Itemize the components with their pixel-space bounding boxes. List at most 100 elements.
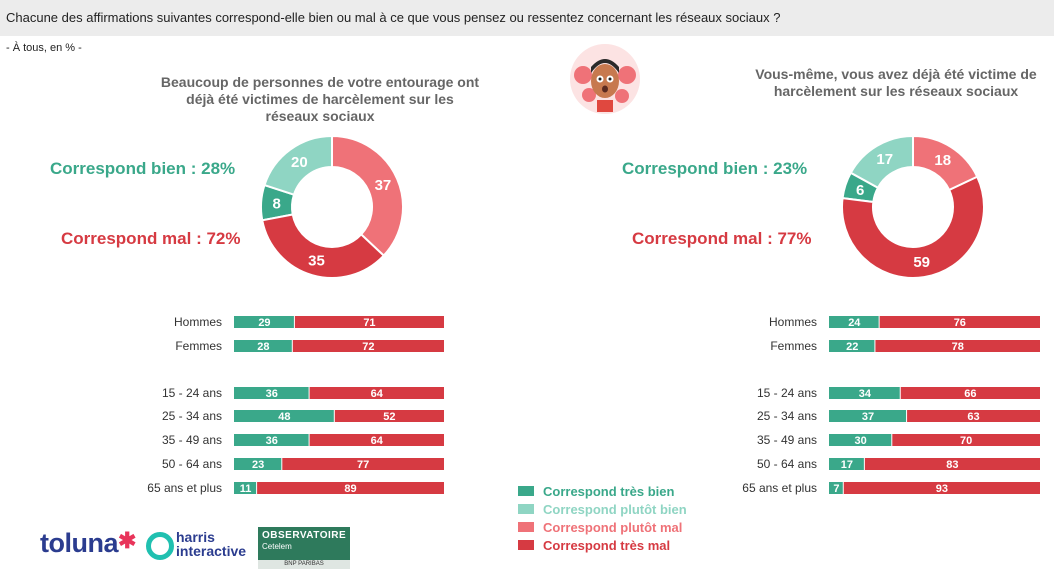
bar-value-label-bien: 30 bbox=[855, 435, 867, 447]
bar-category-label: Femmes bbox=[175, 339, 222, 353]
toluna-logo-text: toluna bbox=[40, 528, 119, 558]
bar-value-label-mal: 66 bbox=[964, 388, 976, 400]
toluna-logo: toluna✱ bbox=[40, 528, 136, 559]
bar-segment-mal bbox=[892, 434, 1040, 446]
donut-slice bbox=[261, 213, 386, 279]
legend-label: Correspond très mal bbox=[543, 537, 671, 553]
left-summary-good: Correspond bien : 28% bbox=[50, 159, 236, 178]
legend-item-tres-mal: Correspond très mal bbox=[518, 536, 687, 554]
bar-segment-mal bbox=[294, 316, 444, 328]
bar-value-label-bien: 11 bbox=[240, 483, 252, 495]
bar-value-label-mal: 77 bbox=[357, 459, 369, 471]
harris-logo-line1: harris bbox=[176, 529, 215, 545]
bar-category-label: 15 - 24 ans bbox=[162, 386, 222, 400]
donut-slice bbox=[841, 175, 985, 279]
bar-value-label-mal: 63 bbox=[967, 411, 979, 423]
donut-slice-label: 18 bbox=[934, 152, 951, 169]
donut-slice-label: 8 bbox=[272, 196, 280, 213]
bar-segment-bien bbox=[234, 316, 294, 328]
bar-value-label-bien: 48 bbox=[278, 411, 290, 423]
bar-value-label-mal: 78 bbox=[952, 341, 964, 353]
bar-segment-mal bbox=[292, 340, 444, 352]
left-chart-title: Beaucoup de personnes de votre entourage… bbox=[160, 74, 480, 124]
bar-category-label: 65 ans et plus bbox=[742, 481, 817, 495]
left-summary-bad: Correspond mal : 72% bbox=[61, 229, 241, 248]
obs-logo-subtitle: Cetelem bbox=[262, 542, 292, 551]
bar-category-label: 50 - 64 ans bbox=[757, 457, 817, 471]
bar-value-label-mal: 70 bbox=[960, 435, 972, 447]
legend-swatch-plutot-bien bbox=[518, 504, 534, 514]
bar-value-label-mal: 83 bbox=[946, 459, 958, 471]
harris-ring-icon bbox=[146, 532, 174, 560]
bar-segment-mal bbox=[864, 458, 1040, 470]
bar-value-label-mal: 52 bbox=[383, 411, 395, 423]
harris-interactive-logo: harris interactive bbox=[176, 530, 246, 558]
bar-segment-bien bbox=[829, 434, 892, 446]
legend-item-plutot-bien: Correspond plutôt bien bbox=[518, 500, 687, 518]
bar-segment-mal bbox=[334, 410, 444, 422]
bar-category-label: 25 - 34 ans bbox=[757, 409, 817, 423]
bar-value-label-bien: 34 bbox=[859, 388, 872, 400]
bar-segment-mal bbox=[900, 387, 1040, 399]
bar-segment-bien bbox=[829, 340, 875, 352]
base-note: - À tous, en % - bbox=[6, 42, 82, 54]
bar-segment-bien bbox=[829, 410, 907, 422]
bar-segment-mal bbox=[843, 482, 1040, 494]
bar-value-label-bien: 28 bbox=[257, 341, 269, 353]
bar-segment-bien bbox=[829, 458, 864, 470]
bar-category-label: 15 - 24 ans bbox=[757, 386, 817, 400]
legend-swatch-plutot-mal bbox=[518, 522, 534, 532]
bar-value-label-mal: 72 bbox=[362, 341, 374, 353]
legend-item-plutot-mal: Correspond plutôt mal bbox=[518, 518, 687, 536]
legend-swatch-tres-mal bbox=[518, 540, 534, 550]
bar-value-label-mal: 93 bbox=[936, 483, 948, 495]
bar-category-label: 25 - 34 ans bbox=[162, 409, 222, 423]
legend-label: Correspond plutôt bien bbox=[543, 501, 687, 517]
bar-value-label-mal: 71 bbox=[363, 317, 375, 329]
bar-value-label-bien: 36 bbox=[266, 388, 278, 400]
bar-segment-bien bbox=[829, 482, 843, 494]
donut-slice-label: 17 bbox=[876, 151, 893, 168]
obs-logo-footer: BNP PARIBAS bbox=[258, 560, 350, 569]
donut-slice-label: 59 bbox=[913, 254, 930, 271]
bar-category-label: Femmes bbox=[770, 339, 817, 353]
bar-value-label-bien: 24 bbox=[848, 317, 861, 329]
bar-segment-mal bbox=[257, 482, 444, 494]
bar-value-label-bien: 37 bbox=[862, 411, 874, 423]
legend-item-tres-bien: Correspond très bien bbox=[518, 482, 687, 500]
legend-label: Correspond plutôt mal bbox=[543, 519, 683, 535]
right-summary-bad: Correspond mal : 77% bbox=[632, 229, 812, 248]
bar-segment-bien bbox=[234, 482, 257, 494]
bar-value-label-mal: 89 bbox=[344, 483, 356, 495]
donut-slice-label: 37 bbox=[375, 177, 392, 194]
bar-segment-mal bbox=[309, 387, 444, 399]
bar-segment-mal bbox=[309, 434, 444, 446]
bar-value-label-mal: 64 bbox=[371, 435, 384, 447]
donut-slice-label: 6 bbox=[856, 182, 864, 199]
bar-segment-bien bbox=[234, 458, 282, 470]
donut-slice-label: 35 bbox=[308, 252, 325, 269]
legend-swatch-tres-bien bbox=[518, 486, 534, 496]
harris-logo-line2: interactive bbox=[176, 543, 247, 559]
question-banner: Chacune des affirmations suivantes corre… bbox=[0, 0, 1054, 36]
bar-value-label-bien: 17 bbox=[841, 459, 853, 471]
bar-value-label-bien: 29 bbox=[258, 317, 270, 329]
observatoire-cetelem-logo: OBSERVATOIRE Cetelem BNP PARIBAS bbox=[258, 527, 350, 569]
right-summary-good: Correspond bien : 23% bbox=[622, 159, 808, 178]
bar-value-label-bien: 23 bbox=[252, 459, 264, 471]
legend: Correspond très bien Correspond plutôt b… bbox=[518, 482, 687, 554]
bar-value-label-bien: 22 bbox=[846, 341, 858, 353]
bar-segment-bien bbox=[234, 410, 334, 422]
legend-label: Correspond très bien bbox=[543, 483, 675, 499]
bar-category-label: 50 - 64 ans bbox=[162, 457, 222, 471]
bar-segment-bien bbox=[829, 316, 879, 328]
bar-category-label: 35 - 49 ans bbox=[757, 433, 817, 447]
bar-value-label-mal: 76 bbox=[954, 317, 966, 329]
bar-segment-bien bbox=[234, 387, 309, 399]
bar-segment-bien bbox=[234, 434, 309, 446]
donut-slice-label: 20 bbox=[291, 154, 308, 171]
bar-category-label: 35 - 49 ans bbox=[162, 433, 222, 447]
bar-segment-mal bbox=[879, 316, 1040, 328]
bar-category-label: 65 ans et plus bbox=[147, 481, 222, 495]
